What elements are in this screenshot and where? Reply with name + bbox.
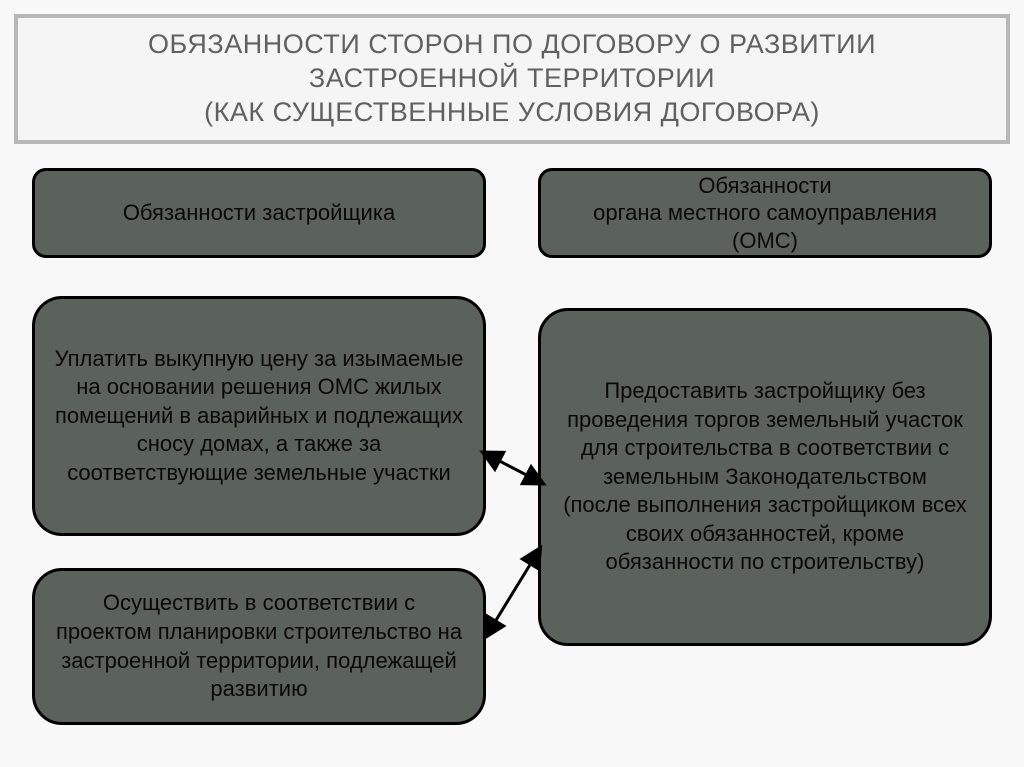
left-box-1-text: Уплатить выкупную цену за изымаемые на о…: [53, 345, 465, 488]
slide-title: ОБЯЗАННОСТИ СТОРОН ПО ДОГОВОРУ О РАЗВИТИ…: [42, 28, 982, 129]
left-box-1: Уплатить выкупную цену за изымаемые на о…: [32, 296, 486, 536]
slide-title-frame: ОБЯЗАННОСТИ СТОРОН ПО ДОГОВОРУ О РАЗВИТИ…: [14, 14, 1010, 144]
header-right-text: Обязанностиоргана местного самоуправлени…: [559, 172, 971, 255]
left-box-2: Осуществить в соответствии с проектом пл…: [32, 568, 486, 725]
left-box-2-text: Осуществить в соответствии с проектом пл…: [53, 589, 465, 703]
slide: ОБЯЗАННОСТИ СТОРОН ПО ДОГОВОРУ О РАЗВИТИ…: [0, 0, 1024, 767]
header-left-text: Обязанности застройщика: [123, 199, 395, 227]
header-left-box: Обязанности застройщика: [32, 168, 486, 258]
right-box: Предоставить застройщику без проведения …: [538, 308, 992, 646]
right-box-text: Предоставить застройщику без проведения …: [563, 377, 967, 577]
header-right-box: Обязанностиоргана местного самоуправлени…: [538, 168, 992, 258]
